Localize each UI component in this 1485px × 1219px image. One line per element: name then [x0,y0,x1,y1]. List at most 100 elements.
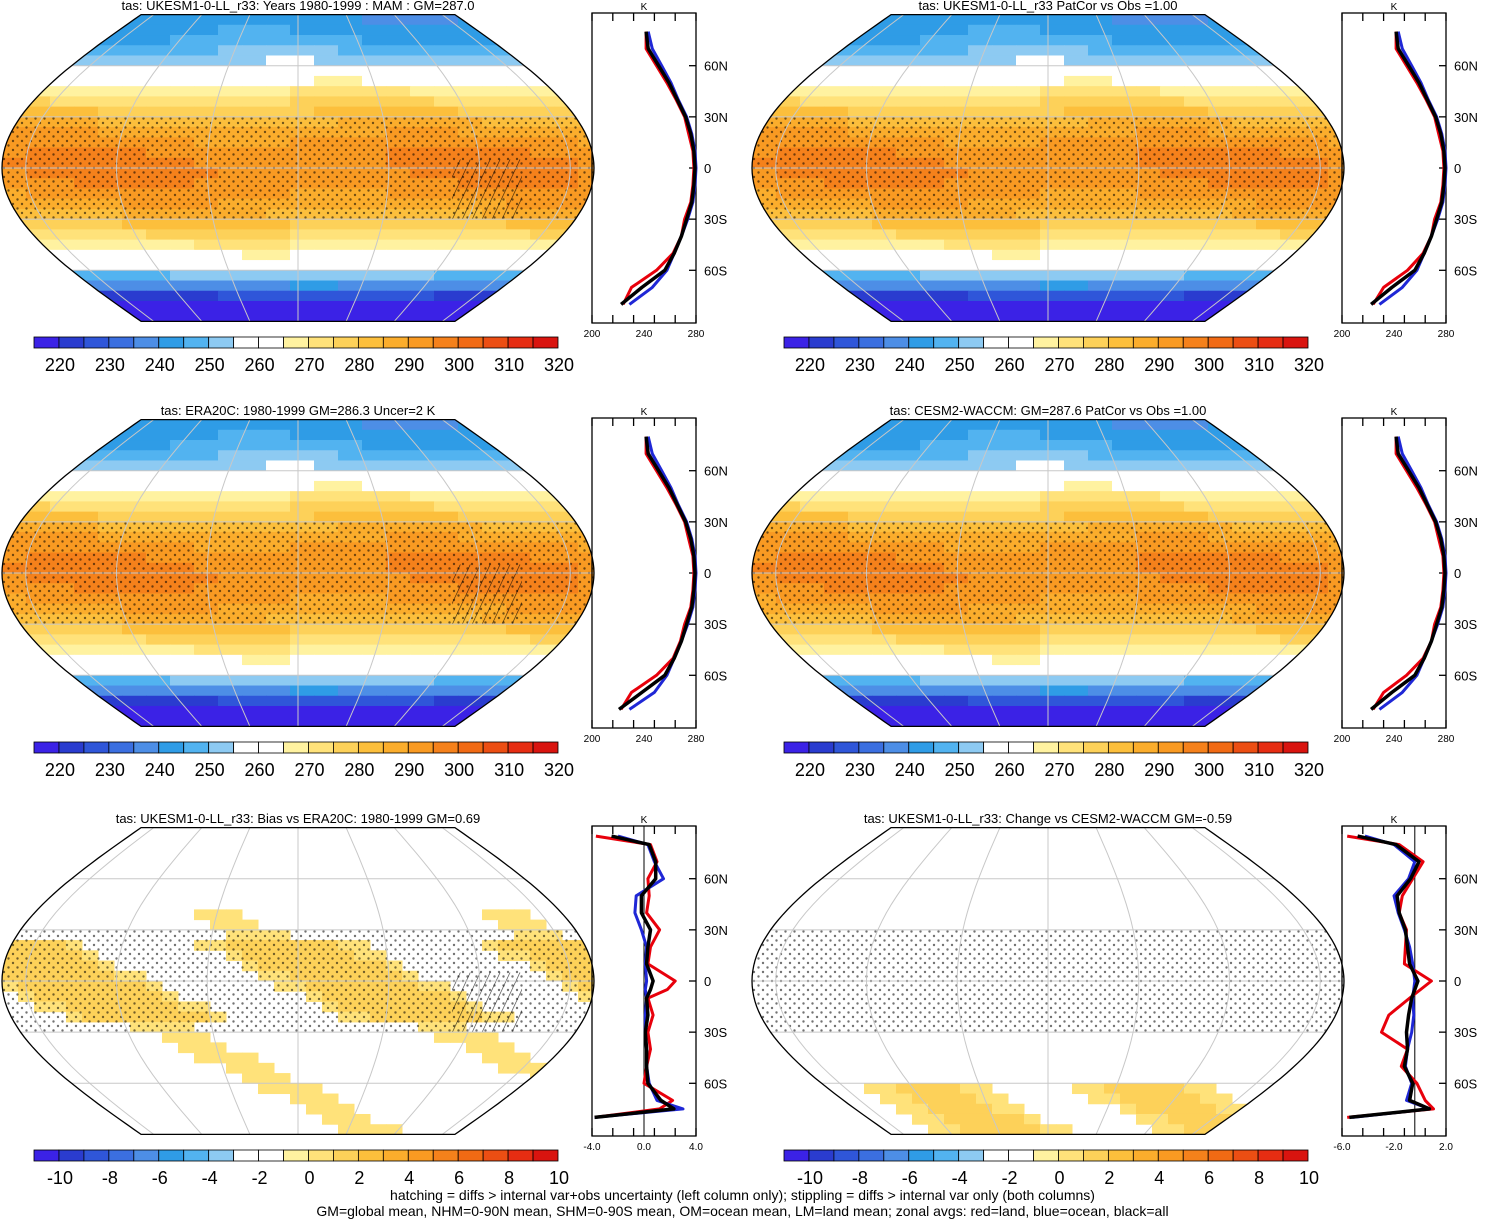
colorbar-swatch [933,741,960,754]
zonal-lat-label: 60N [704,872,728,887]
colorbar-swatch [382,741,409,754]
zonal-lat-label: 60S [1454,263,1477,278]
graticule [752,419,1344,727]
colorbar-label: 250 [195,760,225,780]
colorbar-swatch [357,336,384,349]
colorbar-era20c: 220 230 240 250 260 270 280 290 300 310 320 [33,741,574,780]
map-outline [751,826,1345,1136]
colorbar-swatch [532,1149,559,1162]
map-field [752,419,1344,727]
zonal-unit-label: K [1391,407,1398,418]
zonal-series-all [1369,31,1447,306]
map-panel-ukesm-patcor: tas: UKESM1-0-LL_r33 PatCor vs Obs =1.00 [751,0,1345,323]
colorbar-swatch [283,336,309,349]
zonal-panel-ukesm-mam: K 200 240 280 60N 30N 0 30S 60S [584,2,728,340]
map-title: tas: UKESM1-0-LL_r33: Change vs CESM2-WA… [864,811,1232,826]
colorbar-swatch [833,336,860,349]
colorbar-swatch [1132,741,1159,754]
colorbar-swatch [1008,336,1034,349]
colorbar-swatch [283,741,309,754]
zonal-series-land [1371,31,1446,306]
colorbar-swatch [958,336,985,349]
colorbar-label: 290 [1144,760,1174,780]
map-outline [1,826,595,1136]
colorbar-label: 4 [1154,1168,1164,1188]
colorbar-swatch [432,741,459,754]
zonal-lat-label: 0 [1454,974,1461,989]
zonal-series-land [1346,834,1435,1119]
zonal-lat-label: 0 [1454,161,1461,176]
colorbar-label: 6 [454,1168,464,1188]
colorbar-swatch [532,336,559,349]
colorbar-bias: -10 -8 -6 -4 -2 0 2 4 6 8 10 [33,1149,569,1188]
colorbar-swatch [333,741,359,754]
colorbar-cesm2-waccm: 220 230 240 250 260 270 280 290 300 310 320 [783,741,1324,780]
colorbar-label: 320 [544,355,574,375]
map-field [2,14,594,322]
map-field [2,827,594,1135]
colorbar-swatch [333,336,359,349]
colorbar-label: 300 [1194,760,1224,780]
colorbar-swatch [1282,741,1309,754]
colorbar-swatch [1033,1149,1059,1162]
colorbar-swatch [1232,1149,1259,1162]
colorbar-swatch [258,741,284,754]
colorbar-swatch [808,336,835,349]
colorbar-label: 220 [45,355,75,375]
zonal-x-tick-label: 0.0 [637,1142,651,1153]
colorbar-swatch [58,1149,85,1162]
colorbar-swatch [457,741,484,754]
zonal-panel-cesm2-waccm: K 200 240 280 60N 30N 0 30S 60S [1334,407,1478,745]
zonal-series-land [594,834,677,1119]
colorbar-label: 240 [145,355,175,375]
zonal-frame [1341,12,1447,324]
colorbar-ukesm-mam: 220 230 240 250 260 270 280 290 300 310 320 [33,336,574,375]
colorbar-swatch [133,741,160,754]
colorbar-swatch [283,1149,309,1162]
zonal-lat-label: 30S [704,212,727,227]
map-panel-era20c: tas: ERA20C: 1980-1999 GM=286.3 Uncer=2 … [1,403,595,728]
colorbar-swatch [1132,336,1159,349]
zonal-x-tick-label: 240 [1386,734,1403,745]
colorbar-label: 240 [895,760,925,780]
colorbar-label: 310 [1244,355,1274,375]
zonal-lat-label: 60N [704,59,728,74]
colorbar-label: 10 [1299,1168,1319,1188]
colorbar-swatch [1033,741,1059,754]
colorbar-swatch [883,741,910,754]
zonal-lat-label: 0 [1454,566,1461,581]
zonal-lat-label: 30S [704,1025,727,1040]
zonal-frame [591,417,697,729]
colorbar-label: 230 [845,355,875,375]
colorbar-label: 0 [1054,1168,1064,1188]
hatching [452,159,522,220]
map-outline [1,13,595,323]
colorbar-swatch [1257,336,1284,349]
colorbar-swatch [1157,741,1184,754]
colorbar-swatch [507,336,534,349]
colorbar-label: 2 [1104,1168,1114,1188]
zonal-lat-label: 30N [1454,110,1478,125]
colorbar-swatch [258,336,284,349]
zonal-x-tick-label: -4.0 [583,1142,601,1153]
colorbar-swatch [58,741,85,754]
colorbar-swatch [783,336,810,349]
zonal-x-tick-label: 200 [584,329,601,340]
colorbar-swatch [1182,741,1209,754]
zonal-panel-ukesm-patcor: K 200 240 280 60N 30N 0 30S 60S [1334,2,1478,340]
colorbar-swatch [407,741,434,754]
zonal-lat-label: 60N [1454,59,1478,74]
colorbar-swatch [1207,336,1234,349]
zonal-unit-label: K [1391,2,1398,13]
colorbar-label: 260 [995,355,1025,375]
colorbar-swatch [1008,741,1034,754]
colorbar-label: 250 [945,760,975,780]
colorbar-label: -2 [1002,1168,1018,1188]
colorbar-swatch [33,741,60,754]
map-field [752,827,1344,1135]
colorbar-swatch [133,1149,160,1162]
colorbar-label: 230 [845,760,875,780]
colorbar-swatch [1182,336,1209,349]
colorbar-label: 280 [344,355,374,375]
colorbar-swatch [958,1149,985,1162]
